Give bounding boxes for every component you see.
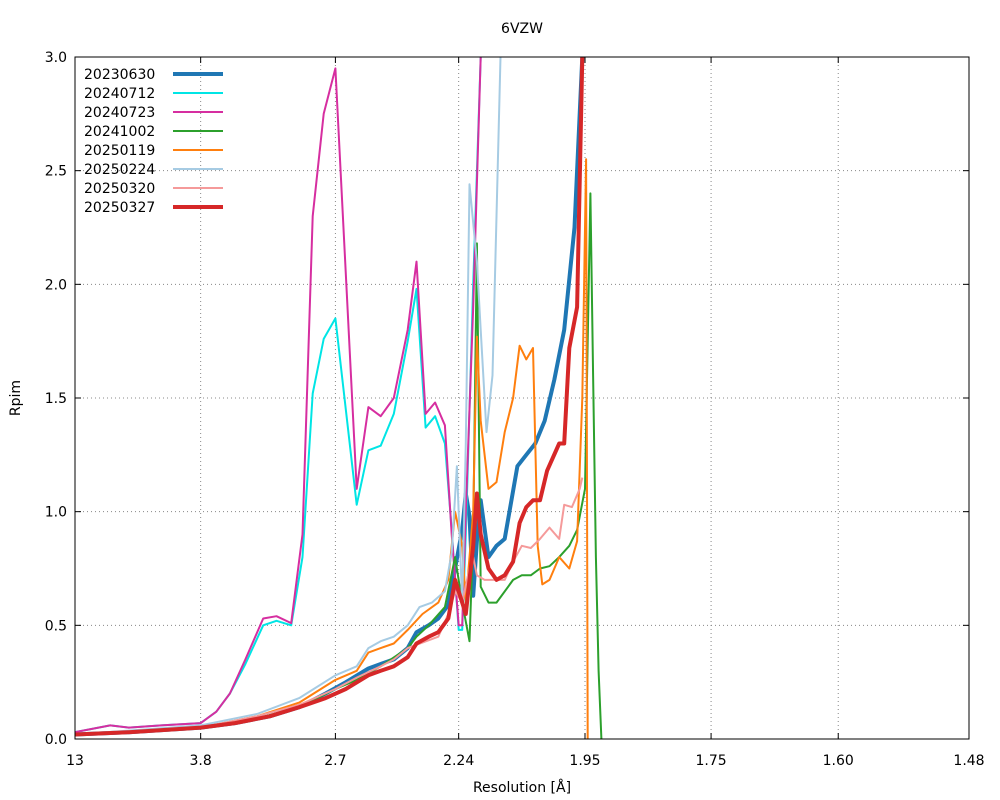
y-axis-title: Rpim bbox=[8, 380, 24, 416]
x-axis-ticks: 13 3.8 2.7 2.24 1.95 1.75 1.60 1.48 bbox=[66, 57, 985, 769]
legend: 20230630 20240712 20240723 20241002 20250119… bbox=[84, 67, 223, 216]
y-tick-label: 2.0 bbox=[45, 277, 67, 293]
legend-label: 20250224 bbox=[84, 162, 155, 178]
x-axis-title: Resolution [Å] bbox=[473, 779, 571, 796]
plot-frame bbox=[74, 56, 970, 740]
y-tick-label: 0.0 bbox=[45, 732, 67, 748]
series-line-20241002 bbox=[75, 192, 603, 739]
x-tick-label: 1.60 bbox=[823, 753, 854, 769]
legend-label: 20240723 bbox=[84, 105, 155, 121]
x-tick-label: 1.95 bbox=[569, 753, 600, 769]
x-tick-label: 1.48 bbox=[953, 753, 984, 769]
y-tick-label: 2.5 bbox=[45, 164, 67, 180]
legend-label: 20240712 bbox=[84, 86, 155, 102]
x-tick-label: 3.8 bbox=[190, 753, 212, 769]
series-line-20250327 bbox=[75, 57, 585, 737]
y-tick-label: 1.0 bbox=[45, 505, 67, 521]
x-tick-label: 2.7 bbox=[324, 753, 346, 769]
x-tick-label: 1.75 bbox=[695, 753, 726, 769]
x-tick-label: 2.24 bbox=[443, 753, 474, 769]
series-line-20250119 bbox=[75, 158, 589, 739]
chart-title: 6VZW bbox=[501, 21, 543, 37]
series-layer bbox=[75, 57, 603, 739]
legend-label: 20241002 bbox=[84, 124, 155, 140]
y-tick-label: 0.5 bbox=[45, 618, 67, 634]
legend-label: 20250327 bbox=[84, 200, 155, 216]
y-axis-ticks: 0.0 0.5 1.0 1.5 2.0 2.5 3.0 bbox=[45, 50, 969, 748]
legend-label: 20230630 bbox=[84, 67, 155, 83]
legend-label: 20250320 bbox=[84, 181, 155, 197]
y-tick-label: 3.0 bbox=[45, 50, 67, 66]
x-tick-label: 13 bbox=[66, 753, 84, 769]
legend-label: 20250119 bbox=[84, 143, 155, 159]
series-line-20250224 bbox=[75, 57, 502, 736]
grid-lines bbox=[75, 57, 969, 739]
y-tick-label: 1.5 bbox=[45, 391, 67, 407]
